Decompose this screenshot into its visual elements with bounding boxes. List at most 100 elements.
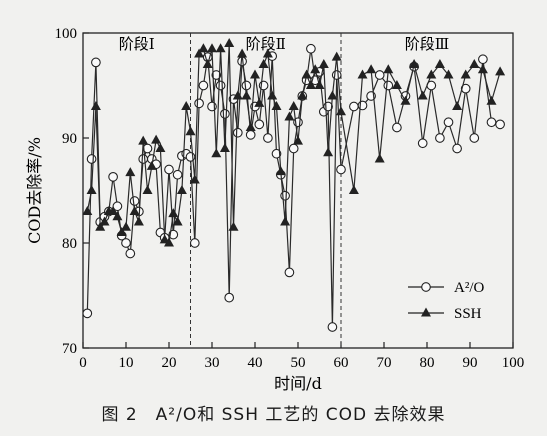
- a2o-point: [198, 80, 209, 91]
- a2o-point: [469, 133, 480, 143]
- ssh-point: [391, 80, 402, 89]
- a2o-point: [486, 117, 497, 128]
- y-tick-label: 80: [62, 236, 77, 252]
- ssh-point: [250, 69, 260, 79]
- ssh-point: [293, 135, 303, 145]
- legend-marker-ssh: [421, 307, 431, 317]
- ssh-point: [348, 185, 359, 194]
- a2o-point: [241, 80, 252, 91]
- ssh-line: [86, 43, 501, 245]
- a2o-point: [435, 133, 445, 143]
- ssh-point: [426, 69, 437, 79]
- ssh-point: [460, 69, 471, 79]
- a2o-point: [254, 119, 265, 130]
- ssh-point: [121, 221, 131, 231]
- ssh-point: [232, 90, 243, 100]
- ssh-point: [310, 64, 321, 74]
- a2o-point: [306, 43, 316, 54]
- ssh-point: [254, 97, 265, 107]
- a2o-point: [194, 98, 204, 109]
- a2o-point: [232, 127, 243, 138]
- ssh-point: [172, 216, 183, 226]
- ssh-point: [477, 64, 488, 74]
- ssh-point: [443, 69, 454, 79]
- a2o-point: [168, 229, 179, 240]
- ssh-point: [112, 211, 123, 221]
- ssh-point: [486, 95, 497, 105]
- legend: A²/O SSH: [408, 280, 484, 322]
- ssh-point: [258, 59, 269, 68]
- ssh-point: [400, 95, 411, 105]
- y-tick-label: 90: [62, 131, 77, 147]
- a2o-point: [172, 169, 183, 180]
- ssh-point: [434, 59, 445, 68]
- ssh-point: [108, 206, 119, 215]
- ssh-point: [168, 208, 179, 218]
- ssh-point: [99, 216, 110, 226]
- a2o-point: [263, 133, 273, 143]
- ssh-point: [267, 90, 278, 100]
- ssh-point: [383, 64, 394, 74]
- ssh-point: [331, 51, 342, 61]
- ssh-point: [452, 101, 463, 110]
- a2o-point: [121, 238, 131, 248]
- ssh-point: [374, 153, 385, 163]
- ssh-point: [138, 135, 149, 145]
- a2o-point: [189, 238, 200, 248]
- x-tick-label: 60: [334, 355, 349, 371]
- ssh-point: [146, 160, 157, 170]
- a2o-point: [138, 154, 149, 164]
- x-tick-label: 20: [162, 355, 177, 371]
- ssh-point: [228, 221, 239, 231]
- ssh-point: [211, 148, 222, 158]
- ssh-point: [133, 216, 144, 226]
- a2o-point: [288, 143, 299, 154]
- stage-label: 阶段Ⅱ: [246, 35, 286, 53]
- a2o-point: [495, 119, 505, 130]
- a2o-point: [417, 138, 428, 149]
- ssh-point: [409, 59, 420, 68]
- ssh-point: [129, 206, 140, 215]
- ssh-point: [125, 167, 136, 177]
- a2o-point: [383, 80, 394, 91]
- x-tick-label: 90: [463, 355, 478, 371]
- ssh-point: [185, 126, 196, 136]
- a2o-point: [478, 54, 488, 65]
- cod-removal-chart: 0 10 20 30 40 50 60 70 80 90 100 70 80 90 100 时间/d COD去除…: [25, 26, 524, 393]
- ssh-point: [323, 147, 334, 157]
- a2o-point: [164, 164, 174, 175]
- a2o-point: [220, 108, 230, 119]
- ssh-point: [495, 66, 506, 76]
- ssh-point: [284, 111, 295, 121]
- ssh-point: [301, 69, 312, 79]
- a2o-point: [443, 117, 454, 128]
- stage-label: 阶段Ⅰ: [119, 35, 155, 53]
- ssh-point: [90, 101, 101, 110]
- a2o-point: [284, 267, 295, 278]
- y-axis-label: COD去除率/%: [25, 137, 44, 244]
- a2o-point: [245, 130, 256, 140]
- a2o-point: [82, 308, 93, 319]
- ssh-point: [219, 143, 230, 152]
- a2o-point: [452, 143, 462, 154]
- ssh-point: [95, 221, 106, 231]
- y-tick-label: 100: [55, 26, 78, 42]
- ssh-point: [215, 43, 226, 53]
- ssh-point: [155, 143, 166, 152]
- ssh-point: [271, 101, 282, 110]
- ssh-point: [116, 227, 127, 236]
- x-tick-label: 80: [420, 355, 435, 371]
- ssh-point: [189, 174, 200, 184]
- ssh-point: [327, 90, 338, 100]
- a2o-point: [327, 322, 338, 332]
- x-tick-label: 70: [377, 355, 392, 371]
- x-tick-label: 40: [248, 355, 263, 371]
- a2o-point: [86, 154, 97, 164]
- a2o-point: [108, 172, 118, 182]
- x-tick-label: 10: [119, 355, 134, 371]
- ssh-point: [280, 216, 291, 226]
- figure-caption: 图 2 A²/O和 SSH 工艺的 COD 去除效果: [101, 405, 446, 425]
- a2o-point: [331, 70, 342, 80]
- ssh-point: [336, 106, 346, 116]
- ssh-point: [262, 48, 273, 58]
